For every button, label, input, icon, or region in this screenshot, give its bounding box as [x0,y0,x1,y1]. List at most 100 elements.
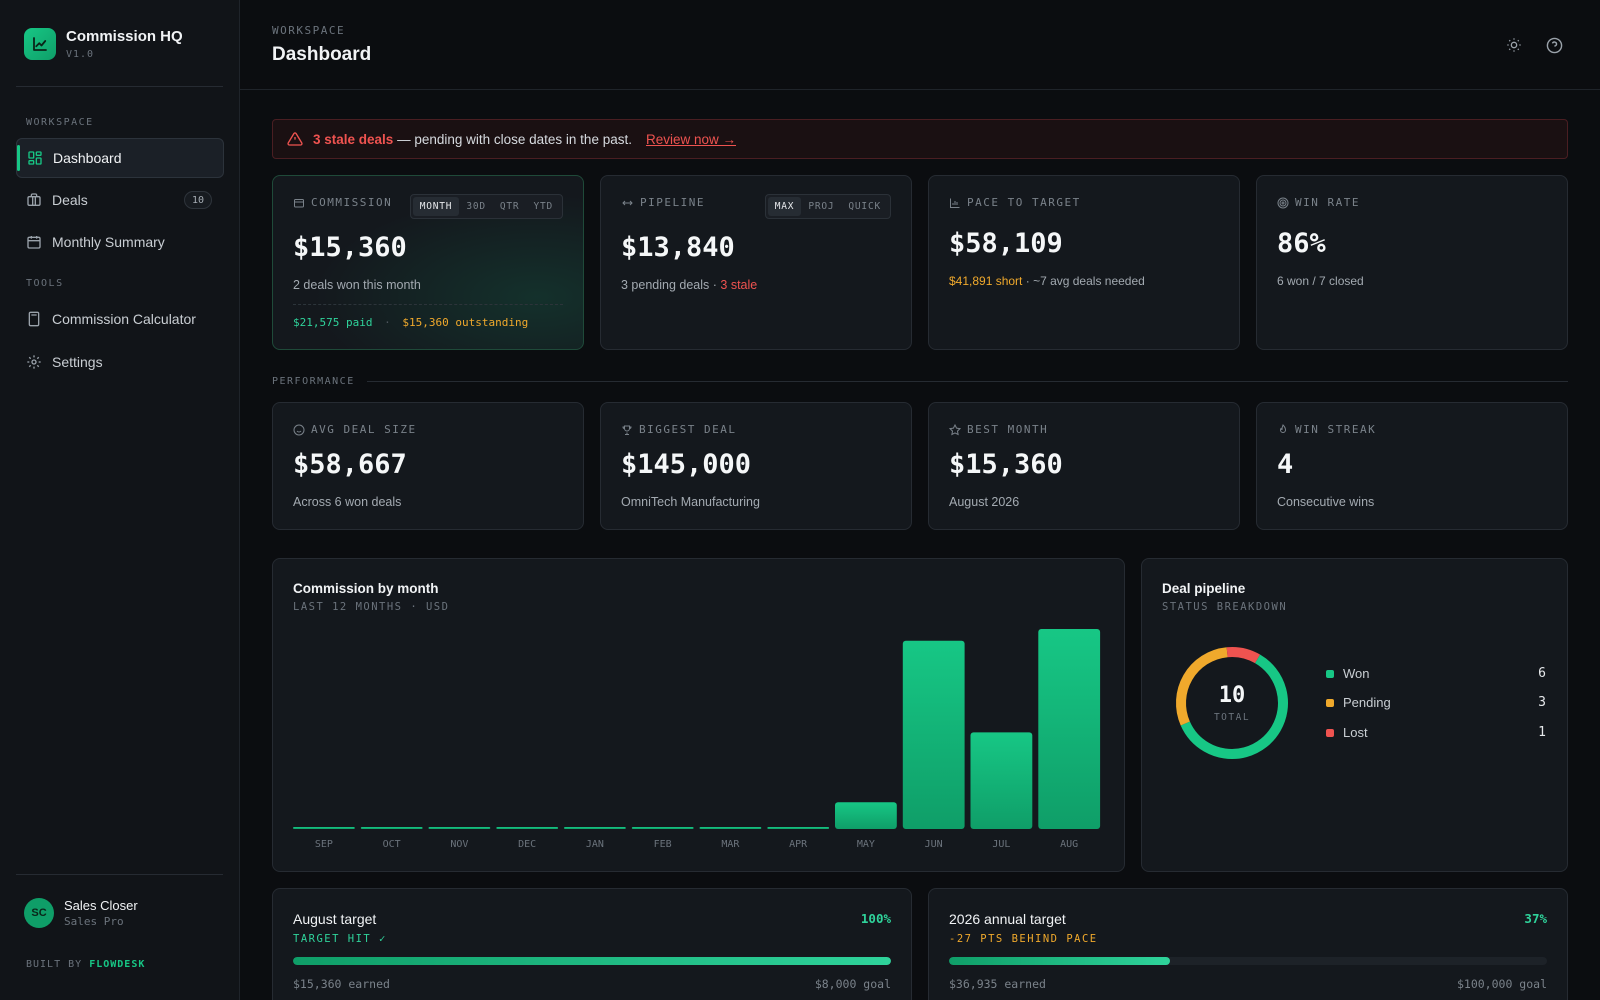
legend-item-won: Won 6 [1326,666,1546,681]
donut-total: 10 [1218,683,1246,708]
help-button[interactable] [1544,35,1564,55]
pipeline-subtitle: STATUS BREAKDOWN [1162,601,1288,613]
bar-jun[interactable] [902,640,965,829]
tab-month[interactable]: MONTH [412,197,460,216]
tab-30d[interactable]: 30D [466,201,486,212]
biggest-deal-card: BIGGEST DEAL $145,000 OmniTech Manufactu… [600,402,912,530]
bar-dec[interactable] [496,827,559,829]
bar-apr[interactable] [767,827,830,829]
pipeline-mode-tabs: MAX PROJ QUICK [764,194,891,219]
alert-text: — pending with close dates in the past. [397,131,632,147]
chart-subtitle: LAST 12 MONTHS · USD [293,601,450,613]
legend-count: 3 [1538,695,1546,710]
chart-title: Commission by month [293,581,439,596]
donut-slice-pending[interactable] [1172,643,1292,763]
august-target-card: August target 100% TARGET HIT ✓ $15,360 … [272,888,912,1000]
built-by-link[interactable]: FLOWDESK [89,959,146,970]
x-tick-label: FEB [654,839,672,850]
winrate-card: WIN RATE 86% 6 won / 7 closed [1256,175,1568,350]
bar-nov[interactable] [428,827,491,829]
warning-triangle-icon [287,132,303,146]
built-by: BUILT BY FLOWDESK [26,959,145,970]
winrate-label: WIN RATE [1277,196,1360,209]
pace-needed: · ~7 avg deals needed [1025,274,1145,288]
pipeline-stale-text: 3 stale [720,278,758,292]
target-percent: 37% [1524,911,1547,926]
pipeline-label: PIPELINE [621,196,705,209]
legend-label: Lost [1343,725,1368,740]
target-progress-track [293,957,891,965]
sidebar-item-deals[interactable]: Deals 10 [16,180,224,220]
chart-line-icon [24,28,56,60]
commission-label: COMMISSION [293,196,392,209]
pipeline-value: $13,840 [621,232,735,263]
x-tick-label: JUL [992,839,1010,850]
target-percent: 100% [860,911,891,926]
bar-chart-icon [950,198,960,208]
sidebar-item-label: Commission Calculator [52,311,196,327]
bar-mar[interactable] [699,827,762,829]
performance-section-header: PERFORMANCE [272,376,1568,387]
donut-total-label: TOTAL [1213,712,1251,723]
bar-jan[interactable] [564,827,626,829]
target-progress-fill [293,957,891,965]
sidebar: Commission HQ V1.0 WORKSPACE Dashboard D… [0,0,240,1000]
avg-deal-label: AVG DEAL SIZE [293,423,417,436]
wallet-icon [294,198,304,207]
win-streak-card: WIN STREAK 4 Consecutive wins [1256,402,1568,530]
x-tick-label: MAR [721,839,740,850]
donut-slice-lost[interactable] [1172,643,1292,763]
bar-may[interactable] [835,802,897,829]
winrate-value: 86% [1277,228,1326,259]
page-title: Dashboard [272,44,372,65]
brand[interactable]: Commission HQ V1.0 [24,28,183,60]
deals-count-badge: 10 [183,191,212,209]
x-tick-label: MAY [857,839,875,850]
outstanding-amount: $15,360 outstanding [402,316,529,329]
review-now-link[interactable]: Review now → [645,131,737,147]
tab-max[interactable]: MAX [767,197,802,216]
page-header: WORKSPACE Dashboard [240,0,1600,90]
target-progress-fill [949,957,1171,965]
legend-count: 1 [1538,725,1546,740]
commission-split: $21,575 paid · $15,360 outstanding [293,316,528,329]
split-separator: · [384,316,391,329]
bar-feb[interactable] [631,827,694,829]
sidebar-item-dashboard[interactable]: Dashboard [16,138,224,178]
sidebar-item-monthly-summary[interactable]: Monthly Summary [16,222,224,262]
sidebar-item-label: Dashboard [53,150,122,166]
legend-swatch [1326,669,1334,678]
legend-swatch [1326,698,1334,707]
x-tick-label: JUN [925,839,943,850]
gear-icon [26,354,42,370]
biggest-deal-label: BIGGEST DEAL [621,423,736,436]
target-goal: $8,000 goal [814,977,891,991]
bar-sep[interactable] [293,827,355,829]
grid-icon [27,150,43,166]
theme-toggle-button[interactable] [1504,35,1524,55]
avg-deal-card: AVG DEAL SIZE $58,667 Across 6 won deals [272,402,584,530]
bar-aug[interactable] [1038,629,1101,829]
avg-deal-sub: Across 6 won deals [293,495,402,509]
best-month-value: $15,360 [949,449,1063,480]
bar-jul[interactable] [970,732,1033,829]
commission-sub: 2 deals won this month [293,278,421,292]
bar-oct[interactable] [360,827,423,829]
sun-icon [1507,38,1521,52]
donut-center: 10 TOTAL [1172,683,1292,723]
user-name: Sales Closer [64,898,138,913]
tab-qtr[interactable]: QTR [499,201,520,212]
tab-quick[interactable]: QUICK [848,201,881,212]
sidebar-item-label: Deals [52,192,88,208]
x-tick-label: AUG [1060,839,1078,850]
tab-ytd[interactable]: YTD [533,201,553,212]
sidebar-item-commission-calculator[interactable]: Commission Calculator [16,299,224,339]
calculator-icon [26,311,42,327]
sidebar-item-settings[interactable]: Settings [16,342,224,382]
pace-short: $41,891 short [949,274,1023,288]
avatar: SC [24,898,54,928]
tab-proj[interactable]: PROJ [808,201,835,212]
commission-card: COMMISSION MONTH 30D QTR YTD $15,360 2 d… [272,175,584,350]
user-profile[interactable]: SC Sales Closer Sales Pro [24,898,138,928]
x-tick-label: OCT [383,839,401,850]
